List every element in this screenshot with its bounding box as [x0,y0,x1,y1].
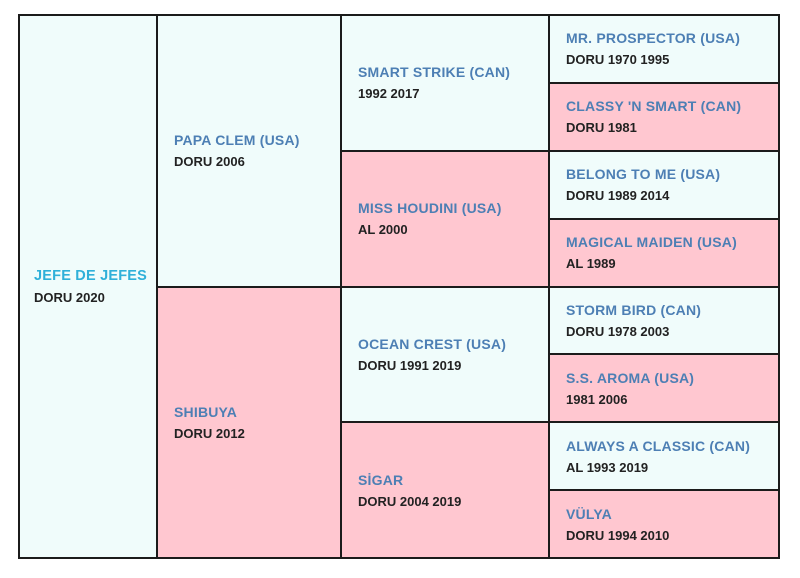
horse-info: DORU 2004 2019 [358,493,462,509]
horse-info: AL 1989 [566,256,616,272]
horse-name[interactable]: BELONG TO ME (USA) [566,166,721,183]
horse-name[interactable]: S.S. AROMA (USA) [566,369,695,386]
horse-name[interactable]: JEFE DE JEFES [34,268,147,284]
pedigree-subject[interactable]: JEFE DE JEFES DORU 2020 [20,16,156,557]
pedigree-gen4-cell[interactable]: MR. PROSPECTOR (USA) DORU 1970 1995 [550,16,778,82]
horse-name[interactable]: SMART STRIKE (CAN) [358,64,511,81]
horse-info: DORU 1989 2014 [566,188,670,204]
horse-info: DORU 1991 2019 [358,357,462,373]
pedigree-gen4-cell[interactable]: STORM BIRD (CAN) DORU 1978 2003 [550,287,778,354]
horse-name[interactable]: SHIBUYA [174,403,238,420]
horse-info: 1992 2017 [358,86,420,102]
horse-info: AL 2000 [358,222,408,238]
pedigree-dam[interactable]: SHIBUYA DORU 2012 [158,287,340,557]
horse-name[interactable]: OCEAN CREST (USA) [358,335,507,352]
pedigree-gen4-cell[interactable]: BELONG TO ME (USA) DORU 1989 2014 [550,151,778,218]
horse-info: 1981 2006 [566,391,628,407]
horse-info: DORU 1981 [566,120,637,136]
horse-info: DORU 2012 [174,425,245,441]
pedigree-gen4-cell[interactable]: ALWAYS A CLASSIC (CAN) AL 1993 2019 [550,423,778,490]
pedigree-gen4-cell[interactable]: S.S. AROMA (USA) 1981 2006 [550,355,778,422]
horse-name[interactable]: MR. PROSPECTOR (USA) [566,30,741,47]
horse-info: DORU 1970 1995 [566,52,670,68]
pedigree-gen4-cell[interactable]: MAGICAL MAIDEN (USA) AL 1989 [550,219,778,286]
horse-name[interactable]: STORM BIRD (CAN) [566,301,702,318]
pedigree-sire-sire[interactable]: SMART STRIKE (CAN) 1992 2017 [342,16,548,150]
horse-name[interactable]: MISS HOUDINI (USA) [358,200,502,217]
horse-info: DORU 1994 2010 [566,527,670,543]
horse-info: DORU 2006 [174,154,245,170]
horse-name[interactable]: SİGAR [358,471,404,488]
pedigree-table: JEFE DE JEFES DORU 2020 PAPA CLEM (USA) … [18,14,780,559]
pedigree-gen4-cell[interactable]: VÜLYA DORU 1994 2010 [550,491,778,557]
pedigree-dam-sire[interactable]: OCEAN CREST (USA) DORU 1991 2019 [342,287,548,422]
horse-name[interactable]: MAGICAL MAIDEN (USA) [566,234,737,251]
horse-info: AL 1993 2019 [566,459,649,475]
pedigree-dam-dam[interactable]: SİGAR DORU 2004 2019 [342,423,548,557]
horse-info: DORU 2020 [34,290,105,305]
horse-info: DORU 1978 2003 [566,323,670,339]
horse-name[interactable]: CLASSY 'N SMART (CAN) [566,98,742,115]
horse-name[interactable]: PAPA CLEM (USA) [174,132,300,149]
pedigree-gen4-cell[interactable]: CLASSY 'N SMART (CAN) DORU 1981 [550,83,778,150]
pedigree-sire[interactable]: PAPA CLEM (USA) DORU 2006 [158,16,340,286]
pedigree-sire-dam[interactable]: MISS HOUDINI (USA) AL 2000 [342,151,548,286]
horse-name[interactable]: ALWAYS A CLASSIC (CAN) [566,437,751,454]
horse-name[interactable]: VÜLYA [566,505,612,522]
